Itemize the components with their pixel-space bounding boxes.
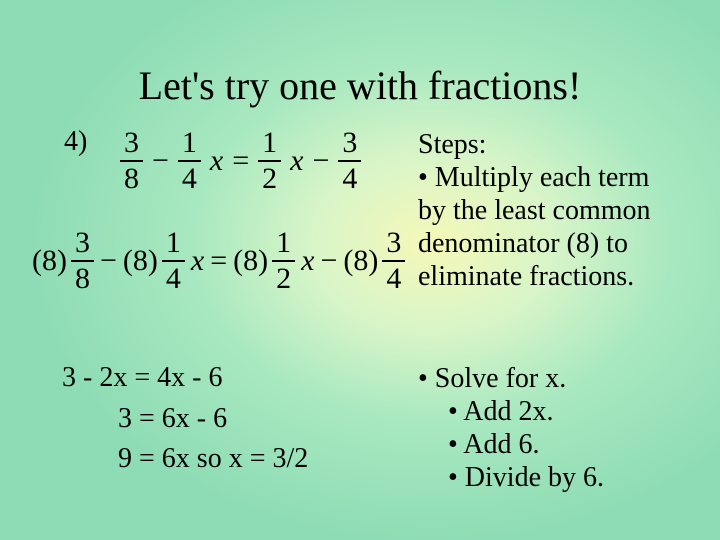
fraction-3-4: 3 4 [338, 128, 361, 194]
solve-step: • Add 6. [418, 428, 708, 461]
slide-title: Let's try one with fractions! [0, 62, 720, 109]
numerator: 3 [382, 228, 405, 260]
equals-op: = [230, 144, 251, 178]
denominator: 2 [258, 160, 281, 194]
fraction-1-4: 1 4 [162, 228, 185, 294]
fraction-1-2: 1 2 [258, 128, 281, 194]
numerator: 1 [162, 228, 185, 260]
variable-x: x [208, 144, 223, 178]
work-line-2: 3 = 6x - 6 [62, 399, 308, 440]
denominator: 4 [382, 260, 405, 294]
numerator: 3 [120, 128, 143, 160]
coef-8: (8) [233, 244, 268, 278]
coef-8: (8) [343, 244, 378, 278]
fraction-3-4: 3 4 [382, 228, 405, 294]
coef-8: (8) [123, 244, 158, 278]
problem-number: 4) [64, 126, 87, 158]
numerator: 1 [178, 128, 201, 160]
fraction-1-2: 1 2 [272, 228, 295, 294]
work-line-3: 9 = 6x so x = 3/2 [62, 439, 308, 480]
coef-8: (8) [32, 244, 67, 278]
numerator: 1 [272, 228, 295, 260]
minus-op: − [98, 244, 119, 278]
variable-x: x [189, 244, 204, 278]
fraction-3-8: 3 8 [71, 228, 94, 294]
numerator: 3 [71, 228, 94, 260]
equals-op: = [208, 244, 229, 278]
denominator: 8 [71, 260, 94, 294]
steps-line: eliminate fractions. [418, 260, 708, 293]
steps-line: denominator (8) to [418, 227, 708, 260]
minus-op: − [311, 144, 332, 178]
work-block: 3 - 2x = 4x - 6 3 = 6x - 6 9 = 6x so x =… [62, 358, 308, 480]
steps-line: • Multiply each term [418, 161, 708, 194]
fraction-1-4: 1 4 [178, 128, 201, 194]
minus-op: − [318, 244, 339, 278]
denominator: 2 [272, 260, 295, 294]
fraction-3-8: 3 8 [120, 128, 143, 194]
variable-x: x [288, 144, 303, 178]
variable-x: x [299, 244, 314, 278]
work-line-1: 3 - 2x = 4x - 6 [62, 358, 308, 399]
solve-heading: • Solve for x. [418, 362, 708, 395]
equation-multiplied: (8) 3 8 − (8) 1 4 x = (8) 1 2 x − (8) 3 … [32, 228, 405, 294]
numerator: 1 [258, 128, 281, 160]
denominator: 4 [178, 160, 201, 194]
equation-original: 3 8 − 1 4 x = 1 2 x − 3 4 [120, 128, 361, 194]
minus-op: − [150, 144, 171, 178]
denominator: 8 [120, 160, 143, 194]
steps-line: by the least common [418, 194, 708, 227]
solve-step: • Divide by 6. [418, 461, 708, 494]
solve-step: • Add 2x. [418, 395, 708, 428]
steps-heading: Steps: [418, 128, 708, 161]
solve-block: • Solve for x. • Add 2x. • Add 6. • Divi… [418, 362, 708, 494]
steps-block: Steps: • Multiply each term by the least… [418, 128, 708, 293]
denominator: 4 [162, 260, 185, 294]
numerator: 3 [338, 128, 361, 160]
denominator: 4 [338, 160, 361, 194]
